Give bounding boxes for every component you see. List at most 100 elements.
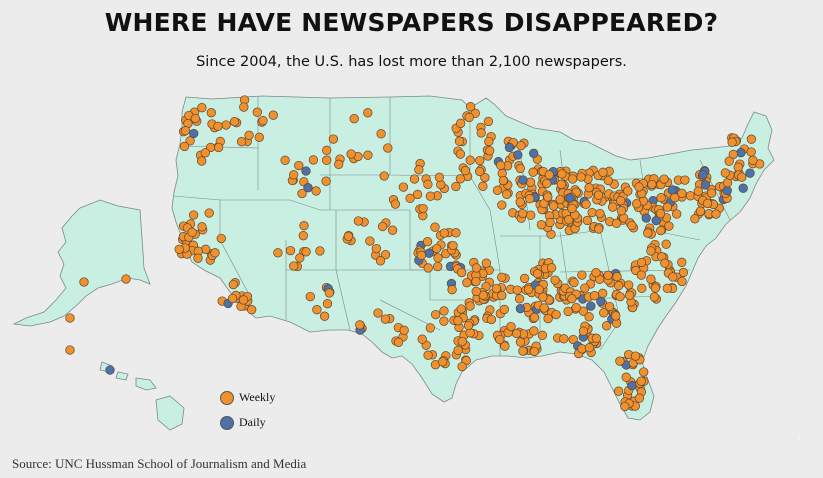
weekly-newspaper-marker — [328, 134, 339, 144]
weekly-newspaper-marker — [258, 116, 268, 126]
hawaii-island-2 — [115, 371, 129, 381]
weekly-newspaper-marker — [308, 155, 319, 165]
weekly-newspaper-marker — [523, 284, 534, 295]
daily-newspaper-marker — [105, 365, 115, 375]
weekly-newspaper-marker — [346, 149, 356, 159]
weekly-newspaper-marker — [518, 208, 528, 219]
weekly-newspaper-marker — [383, 143, 393, 153]
map-title: WHERE HAVE NEWSPAPERS DISAPPEARED? — [104, 8, 719, 37]
weekly-newspaper-marker — [706, 188, 717, 198]
weekly-newspaper-marker — [206, 108, 216, 118]
weekly-newspaper-marker — [322, 299, 333, 309]
weekly-newspaper-marker — [463, 320, 474, 331]
weekly-newspaper-marker — [301, 247, 311, 257]
weekly-newspaper-marker — [711, 209, 721, 219]
land-layer — [12, 95, 775, 431]
weekly-newspaper-marker — [582, 215, 592, 226]
weekly-newspaper-marker — [229, 117, 240, 127]
weekly-newspaper-marker — [580, 283, 590, 293]
weekly-newspaper-marker — [471, 263, 482, 273]
weekly-newspaper-marker — [499, 304, 509, 315]
weekly-newspaper-marker — [197, 222, 207, 232]
weekly-newspaper-marker — [604, 301, 615, 312]
weekly-newspaper-marker — [624, 280, 634, 290]
weekly-newspaper-marker — [409, 174, 420, 184]
weekly-newspaper-marker — [228, 279, 239, 290]
weekly-newspaper-marker — [416, 250, 427, 260]
weekly-newspaper-marker — [556, 179, 566, 189]
weekly-newspaper-marker — [598, 288, 608, 298]
weekly-newspaper-marker — [518, 346, 528, 356]
weekly-newspaper-marker — [377, 221, 388, 232]
weekly-newspaper-marker — [65, 345, 75, 355]
weekly-newspaper-marker — [598, 167, 608, 177]
weekly-newspaper-marker — [221, 120, 231, 130]
weekly-newspaper-marker — [180, 126, 191, 136]
weekly-newspaper-marker — [371, 243, 382, 254]
weekly-newspaper-marker — [439, 228, 449, 238]
weekly-newspaper-marker — [324, 288, 334, 298]
weekly-newspaper-marker — [483, 116, 494, 127]
weekly-newspaper-marker — [578, 326, 589, 336]
weekly-newspaper-marker — [204, 208, 214, 218]
map-subtitle: Since 2004, the U.S. has lost more than … — [196, 54, 627, 70]
weekly-newspaper-marker — [376, 129, 386, 139]
weekly-newspaper-marker — [465, 301, 475, 311]
weekly-newspaper-marker — [529, 346, 539, 357]
weekly-newspaper-marker — [650, 283, 661, 293]
daily-newspaper-marker — [651, 215, 661, 226]
daily-newspaper-marker — [424, 248, 434, 258]
weekly-newspaper-marker — [405, 193, 415, 203]
weekly-newspaper-marker — [497, 272, 507, 282]
weekly-newspaper-marker — [471, 276, 481, 287]
weekly-newspaper-marker — [478, 290, 488, 300]
weekly-newspaper-marker — [571, 303, 581, 313]
weekly-newspaper-marker — [179, 141, 190, 152]
weekly-newspaper-marker — [661, 239, 671, 249]
weekly-newspaper-marker — [636, 376, 646, 386]
weekly-newspaper-marker — [431, 309, 441, 320]
weekly-newspaper-marker — [512, 285, 522, 295]
weekly-newspaper-marker — [390, 199, 401, 209]
weekly-newspaper-marker — [546, 263, 557, 273]
weekly-newspaper-marker — [190, 113, 200, 124]
weekly-newspaper-marker — [454, 136, 465, 146]
weekly-newspaper-marker — [280, 155, 290, 165]
weekly-newspaper-marker — [79, 277, 89, 287]
weekly-newspaper-marker — [551, 309, 561, 320]
weekly-newspaper-marker — [621, 372, 631, 382]
weekly-newspaper-marker — [587, 207, 597, 218]
weekly-newspaper-marker — [464, 112, 474, 123]
daily-newspaper-marker — [518, 175, 528, 185]
weekly-newspaper-marker — [430, 222, 440, 232]
weekly-newspaper-marker — [247, 305, 257, 315]
weekly-newspaper-marker — [612, 272, 622, 282]
weekly-newspaper-marker — [254, 132, 264, 142]
weekly-newspaper-marker — [239, 102, 249, 112]
weekly-newspaper-marker — [584, 183, 594, 193]
legend-item-daily: Daily — [220, 410, 275, 435]
weekly-newspaper-marker — [655, 208, 666, 219]
weekly-newspaper-marker — [615, 356, 625, 366]
weekly-newspaper-marker — [486, 314, 497, 325]
weekly-newspaper-marker — [187, 227, 197, 237]
weekly-newspaper-marker — [478, 181, 488, 191]
weekly-newspaper-marker — [213, 142, 224, 153]
weekly-newspaper-marker — [662, 202, 673, 212]
daily-newspaper-marker — [722, 185, 732, 196]
weekly-newspaper-marker — [542, 178, 552, 189]
weekly-newspaper-marker — [289, 170, 299, 180]
weekly-newspaper-marker — [294, 160, 304, 171]
weekly-newspaper-marker — [252, 107, 262, 117]
weekly-newspaper-marker — [380, 314, 390, 324]
weekly-newspaper-marker — [460, 166, 471, 176]
weekly-newspaper-marker — [193, 253, 203, 263]
weekly-newspaper-marker — [567, 203, 577, 214]
weekly-newspaper-marker — [567, 294, 577, 304]
weekly-newspaper-marker — [238, 295, 249, 305]
weekly-newspaper-marker — [516, 141, 526, 151]
daily-newspaper-marker — [596, 296, 606, 307]
weekly-newspaper-marker — [425, 323, 435, 333]
weekly-newspaper-marker — [353, 216, 364, 226]
weekly-newspaper-marker — [528, 167, 538, 177]
